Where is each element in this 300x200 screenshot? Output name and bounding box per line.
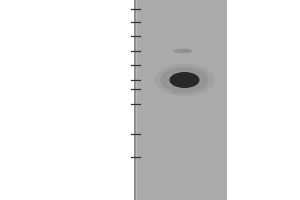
Text: 70: 70 xyxy=(112,46,124,56)
Bar xyxy=(134,0,226,200)
Text: 15: 15 xyxy=(112,129,124,139)
Text: 55: 55 xyxy=(112,60,124,70)
Bar xyxy=(134,0,136,200)
Bar xyxy=(0,0,128,200)
Ellipse shape xyxy=(154,64,214,96)
Text: 130: 130 xyxy=(106,17,124,27)
Text: 35: 35 xyxy=(112,84,124,94)
Bar xyxy=(226,0,300,200)
Text: 25: 25 xyxy=(112,99,124,109)
Ellipse shape xyxy=(170,90,193,94)
Text: 40: 40 xyxy=(112,75,124,85)
Bar xyxy=(134,0,136,200)
Text: 170: 170 xyxy=(106,4,124,14)
Ellipse shape xyxy=(173,49,193,53)
Ellipse shape xyxy=(160,67,208,93)
Text: 10: 10 xyxy=(112,152,124,162)
Ellipse shape xyxy=(169,72,200,88)
Text: 100: 100 xyxy=(106,31,124,41)
